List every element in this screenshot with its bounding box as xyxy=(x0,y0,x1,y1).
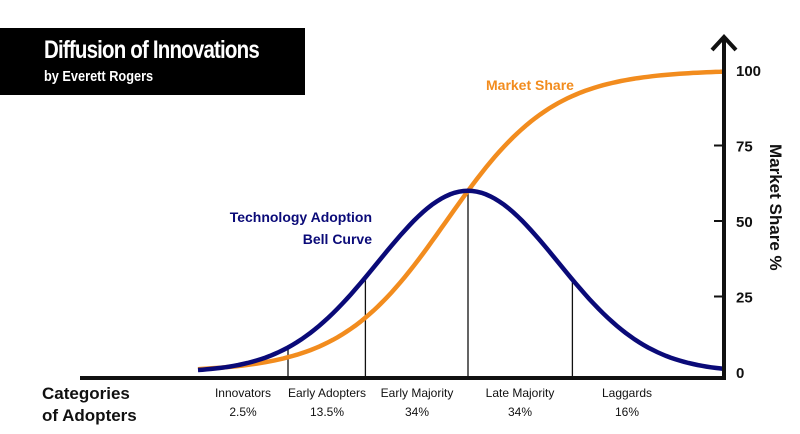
category-share: 2.5% xyxy=(229,405,257,419)
bell-curve-line xyxy=(197,188,725,373)
chart-title: Diffusion of Innovations xyxy=(44,36,260,64)
title-box: Diffusion of Innovations by Everett Roge… xyxy=(0,28,305,95)
x-axis-label-line1: Categories xyxy=(42,384,130,403)
y-tick-label: 0 xyxy=(736,365,744,382)
x-axis-label-line2: of Adopters xyxy=(42,406,137,425)
y-tick-label: 50 xyxy=(736,214,753,231)
category-name: Early Adopters xyxy=(288,386,366,400)
chart-subtitle: by Everett Rogers xyxy=(44,68,154,85)
bell-curve-label-line2: Bell Curve xyxy=(303,231,372,247)
y-tick-label: 100 xyxy=(736,63,761,80)
bell-curve-label-line1: Technology Adoption xyxy=(230,209,372,225)
category-name: Early Majority xyxy=(381,386,454,400)
market-share-label: Market Share xyxy=(486,77,574,93)
market-share-line xyxy=(197,69,725,372)
category-name: Late Majority xyxy=(486,386,555,400)
category-share: 34% xyxy=(405,405,429,419)
category-share: 13.5% xyxy=(310,405,344,419)
category-name: Laggards xyxy=(602,386,652,400)
y-axis-arrow-icon xyxy=(710,34,738,52)
y-tick-label: 25 xyxy=(736,290,753,307)
category-share: 34% xyxy=(508,405,532,419)
category-share: 16% xyxy=(615,405,639,419)
y-axis-label: Market Share % xyxy=(766,144,785,271)
category-name: Innovators xyxy=(215,386,271,400)
y-tick-label: 75 xyxy=(736,139,753,156)
